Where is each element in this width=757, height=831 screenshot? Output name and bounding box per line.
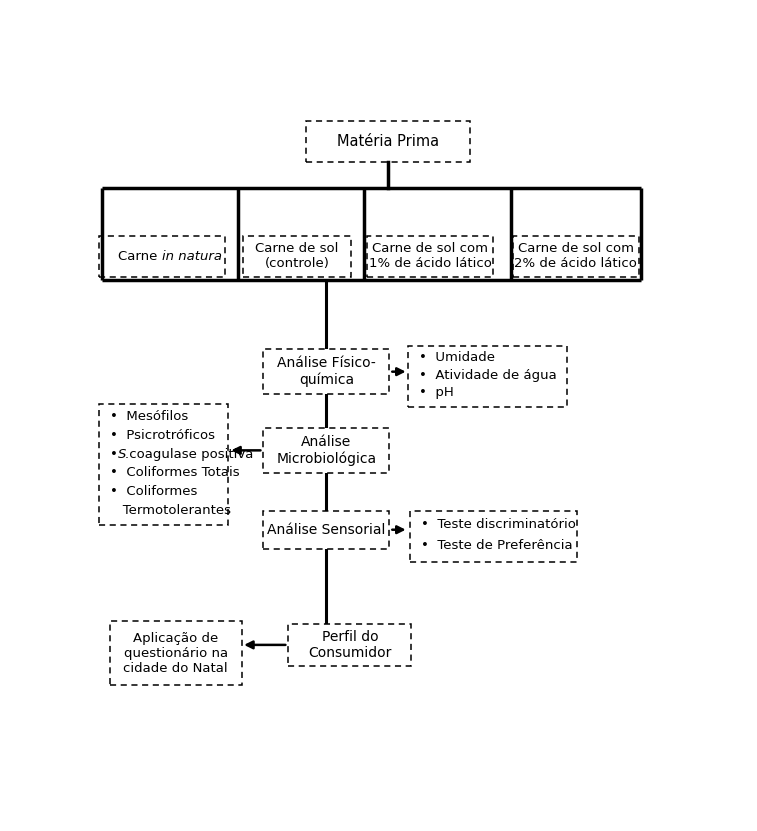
Text: Carne de sol
(controle): Carne de sol (controle): [255, 243, 338, 270]
Bar: [110, 622, 241, 686]
Text: Análise Físico-
química: Análise Físico- química: [277, 356, 375, 387]
Text: •  Coliformes: • Coliformes: [110, 485, 198, 498]
Text: Análise
Microbiológica: Análise Microbiológica: [276, 435, 376, 465]
Text: •  Teste discriminatório: • Teste discriminatório: [421, 519, 575, 531]
Text: Carne: Carne: [118, 250, 161, 263]
Bar: [263, 428, 389, 473]
Bar: [367, 236, 494, 278]
Text: •  Umidade: • Umidade: [419, 352, 495, 365]
Bar: [306, 120, 470, 162]
Text: Análise Sensorial: Análise Sensorial: [267, 523, 385, 537]
Text: •  pH: • pH: [419, 386, 453, 399]
Text: •  Psicrotróficos: • Psicrotróficos: [110, 429, 215, 442]
Text: •  Coliformes Totais: • Coliformes Totais: [110, 466, 239, 479]
Bar: [288, 624, 412, 666]
Text: in natura: in natura: [161, 250, 222, 263]
Text: Carne de sol com
2% de ácido lático: Carne de sol com 2% de ácido lático: [514, 243, 637, 270]
Bar: [263, 349, 389, 394]
Text: Termotolerantes: Termotolerantes: [110, 504, 231, 517]
Bar: [263, 510, 389, 549]
Text: Perfil do
Consumidor: Perfil do Consumidor: [308, 630, 391, 660]
Text: Aplicação de
questionário na
cidade do Natal: Aplicação de questionário na cidade do N…: [123, 632, 228, 675]
Bar: [512, 236, 639, 278]
Text: Carne de sol com
1% de ácido lático: Carne de sol com 1% de ácido lático: [369, 243, 491, 270]
Text: •: •: [110, 448, 122, 460]
Bar: [99, 236, 225, 278]
Text: S.: S.: [117, 448, 130, 460]
Bar: [409, 346, 567, 406]
Text: •  Mesófilos: • Mesófilos: [110, 411, 188, 423]
Bar: [99, 404, 229, 525]
Text: •  Atividade de água: • Atividade de água: [419, 369, 557, 381]
Bar: [410, 510, 577, 562]
Text: Matéria Prima: Matéria Prima: [337, 134, 439, 149]
Text: •  Teste de Preferência: • Teste de Preferência: [421, 538, 572, 552]
Bar: [243, 236, 351, 278]
Text: coagulase positiva: coagulase positiva: [125, 448, 253, 460]
